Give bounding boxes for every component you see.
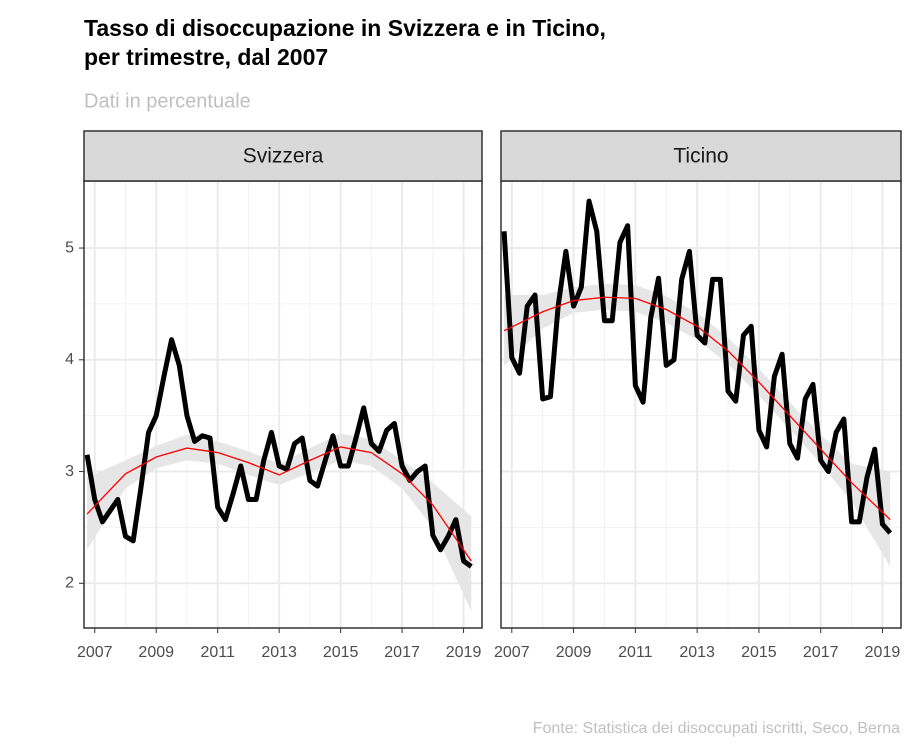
- x-tick-label: 2007: [494, 644, 530, 661]
- x-tick-label: 2017: [384, 644, 420, 661]
- y-tick-label: 2: [65, 575, 74, 592]
- data-line: [501, 198, 893, 535]
- panel-background: [84, 181, 482, 628]
- strip-label: Svizzera: [243, 145, 324, 168]
- x-tick-label: 2013: [261, 644, 297, 661]
- caption: Fonte: Statistica dei disoccupati iscrit…: [533, 720, 900, 737]
- x-tick-label: 2009: [556, 644, 592, 661]
- x-tick-label: 2011: [618, 644, 653, 661]
- x-tick-label: 2015: [741, 644, 777, 661]
- strip: [500, 130, 902, 182]
- y-tick-label: 3: [65, 463, 74, 480]
- trend-line: [503, 296, 891, 521]
- y-tick-label: 5: [65, 239, 74, 256]
- confidence-band: [87, 433, 472, 612]
- x-tick-label: 2017: [803, 644, 839, 661]
- x-tick-label: 2015: [323, 644, 359, 661]
- strip-label: Ticino: [673, 145, 728, 168]
- x-tick-label: 2009: [138, 644, 174, 661]
- trend-line: [86, 446, 472, 562]
- chart-title: per trimestre, dal 2007: [84, 44, 328, 70]
- chart-subtitle: Dati in percentuale: [84, 90, 251, 112]
- x-tick-label: 2019: [446, 644, 482, 661]
- x-tick-label: 2019: [865, 644, 901, 661]
- y-tick-label: 4: [65, 351, 74, 368]
- strip: [83, 130, 483, 182]
- x-tick-label: 2011: [200, 644, 235, 661]
- x-tick-label: 2013: [679, 644, 715, 661]
- chart-title: Tasso di disoccupazione in Svizzera e in…: [84, 15, 606, 41]
- x-tick-label: 2007: [77, 644, 113, 661]
- data-line: [84, 337, 473, 569]
